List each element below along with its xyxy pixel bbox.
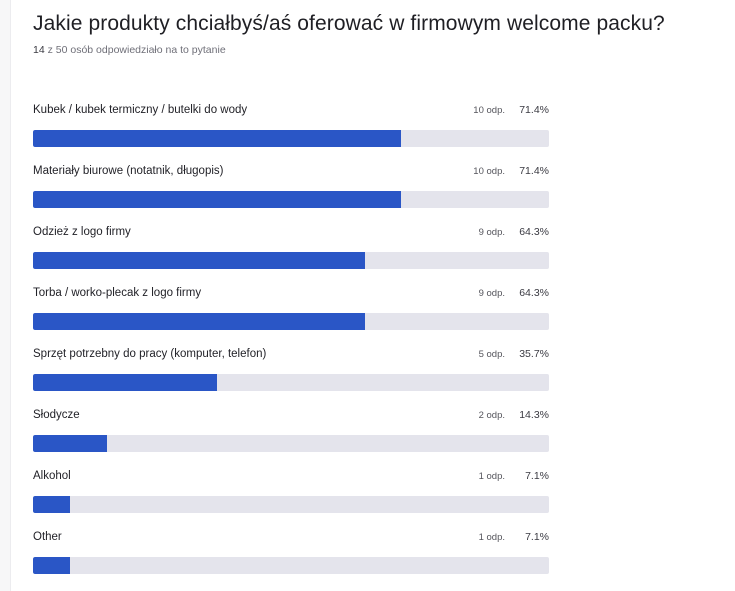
answer-count-label: 2 odp.: [478, 410, 505, 421]
answer-count-label: 9 odp.: [478, 288, 505, 299]
answer-label: Sprzęt potrzebny do pracy (komputer, tel…: [33, 348, 267, 360]
answer-row: Other 1 odp. 7.1%: [33, 531, 549, 583]
bar-track: [33, 374, 549, 391]
answer-percent-label: 35.7%: [519, 348, 549, 360]
answer-count-label: 1 odp.: [478, 471, 505, 482]
bar-track: [33, 252, 549, 269]
responses-summary-text: z 50 osób odpowiedziało na to pytanie: [47, 44, 226, 56]
bar-track: [33, 435, 549, 452]
bar-track: [33, 130, 549, 147]
bar-fill: [33, 557, 70, 574]
answer-percent-label: 71.4%: [519, 165, 549, 177]
poll-result-card: Jakie produkty chciałbyś/aś oferować w f…: [10, 0, 735, 591]
answer-label: Alkohol: [33, 470, 71, 482]
answer-label: Kubek / kubek termiczny / butelki do wod…: [33, 104, 248, 116]
answer-label: Odzież z logo firmy: [33, 226, 131, 238]
question-title: Jakie produkty chciałbyś/aś oferować w f…: [33, 12, 665, 35]
answer-percent-label: 14.3%: [519, 409, 549, 421]
answer-row: Słodycze 2 odp. 14.3%: [33, 409, 549, 461]
answer-bar-chart: Kubek / kubek termiczny / butelki do wod…: [33, 0, 549, 591]
answer-count-label: 1 odp.: [478, 532, 505, 543]
answer-count-label: 10 odp.: [473, 105, 505, 116]
answer-label: Słodycze: [33, 409, 80, 421]
response-summary: 14 z 50 osób odpowiedziało na to pytanie: [33, 44, 226, 56]
answer-percent-label: 64.3%: [519, 287, 549, 299]
bar-fill: [33, 130, 401, 147]
answer-percent-label: 71.4%: [519, 104, 549, 116]
answer-row: Materiały biurowe (notatnik, długopis) 10…: [33, 165, 549, 217]
answer-row: Kubek / kubek termiczny / butelki do wod…: [33, 104, 549, 156]
bar-fill: [33, 191, 401, 208]
bar-track: [33, 313, 549, 330]
answer-row: Odzież z logo firmy 9 odp. 64.3%: [33, 226, 549, 278]
answer-label: Other: [33, 531, 62, 543]
bar-fill: [33, 252, 365, 269]
answer-row: Torba / worko-plecak z logo firmy 9 odp. 6…: [33, 287, 549, 339]
bar-track: [33, 191, 549, 208]
answer-percent-label: 7.1%: [525, 470, 549, 482]
bar-track: [33, 496, 549, 513]
answer-label: Torba / worko-plecak z logo firmy: [33, 287, 202, 299]
bar-track: [33, 557, 549, 574]
answer-count-label: 9 odp.: [478, 227, 505, 238]
bar-fill: [33, 435, 107, 452]
bar-fill: [33, 313, 365, 330]
answer-count-label: 5 odp.: [478, 349, 505, 360]
answer-percent-label: 64.3%: [519, 226, 549, 238]
answer-count-label: 10 odp.: [473, 166, 505, 177]
bar-fill: [33, 374, 217, 391]
answer-row: Alkohol 1 odp. 7.1%: [33, 470, 549, 522]
answer-percent-label: 7.1%: [525, 531, 549, 543]
bar-fill: [33, 496, 70, 513]
answer-row: Sprzęt potrzebny do pracy (komputer, tel…: [33, 348, 549, 400]
answer-label: Materiały biurowe (notatnik, długopis): [33, 165, 224, 177]
responses-count: 14: [33, 44, 45, 56]
